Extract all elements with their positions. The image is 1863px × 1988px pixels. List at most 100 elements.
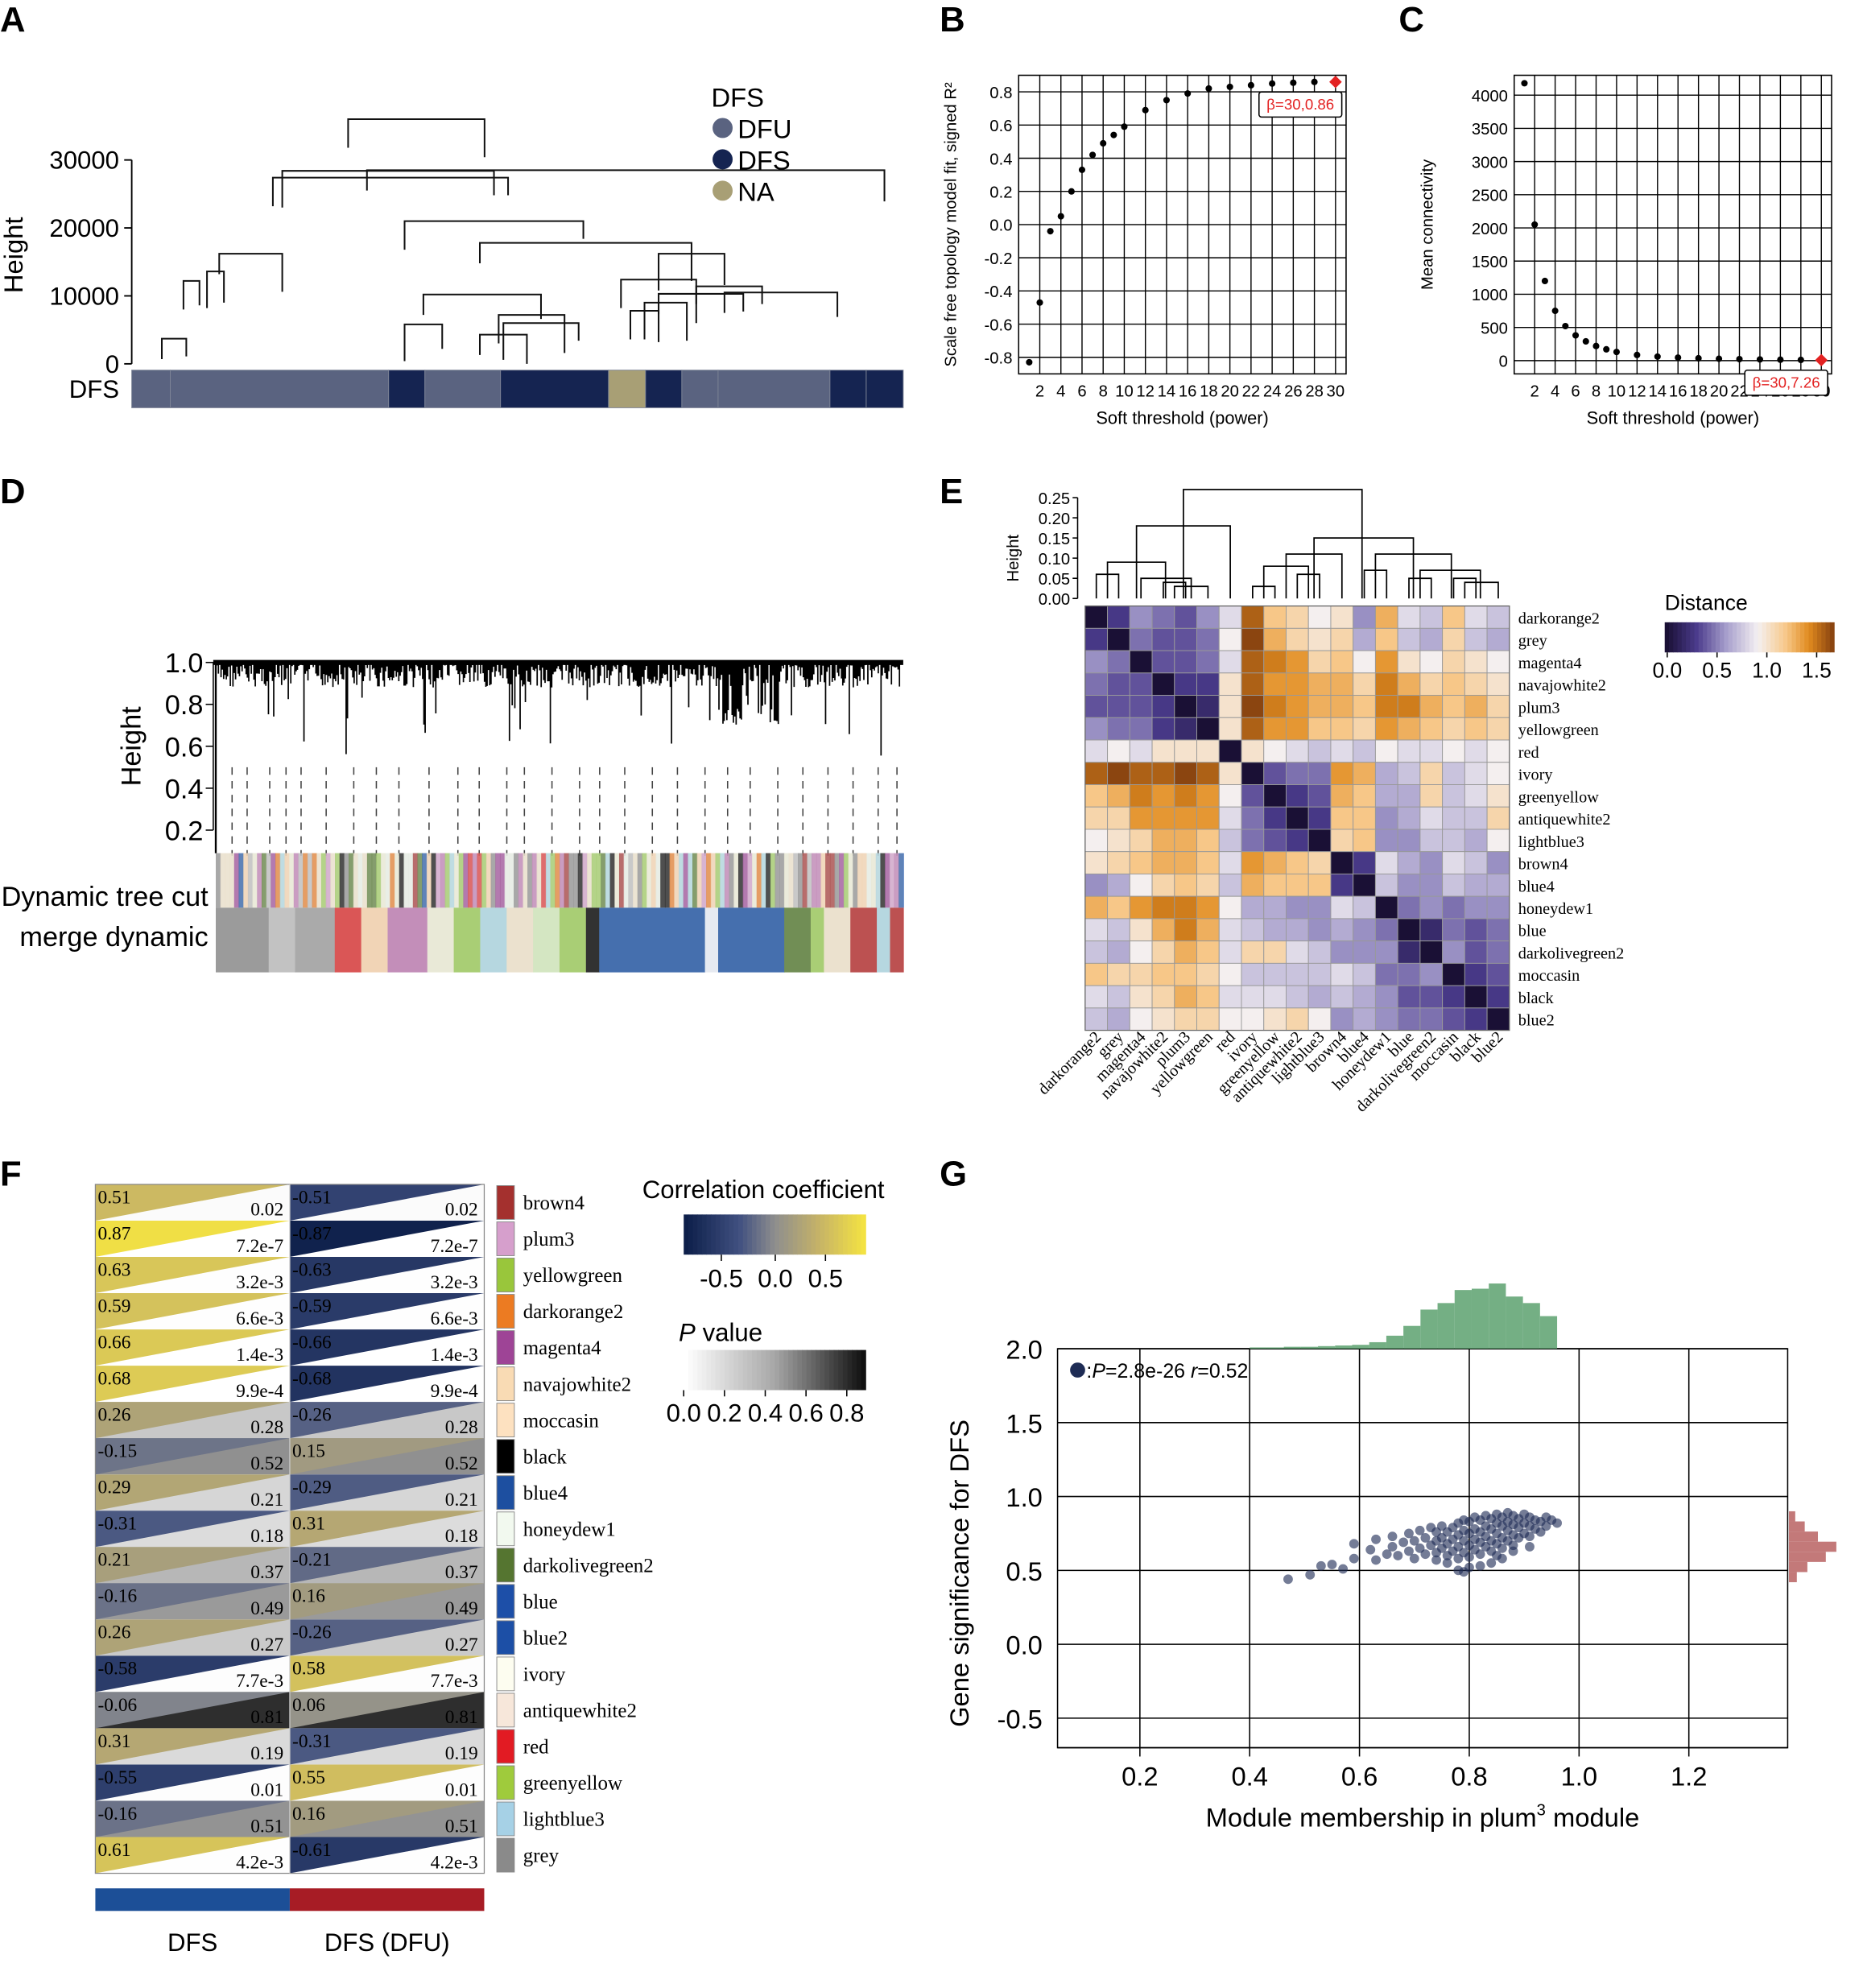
e-heatmap-cell [1263,650,1287,674]
f-p-gradient-step [811,1349,816,1391]
f-pvalue-text: 0.21 [445,1490,478,1511]
e-legend-gradient-step [1795,622,1801,653]
f-module-swatch [496,1656,515,1692]
d-merged-module-block [824,907,851,973]
e-heatmap-cell [1285,605,1309,629]
e-heatmap-cell [1419,650,1444,674]
a-legend-swatch [713,149,733,170]
e-heatmap-cell [1107,717,1130,741]
g-top-histogram-bar [1300,1346,1319,1349]
e-legend-gradient-step [1829,622,1835,653]
d-dynamic-cut-cell [587,853,593,908]
e-legend-tick-label: 0.5 [1702,658,1732,682]
d-merged-module-block [704,907,719,973]
d-dynamic-cut-cell [344,853,349,908]
f-p-gradient-step [838,1349,844,1391]
f-pvalue-text: 0.27 [445,1635,478,1655]
e-heatmap-cell [1374,784,1398,808]
e-heatmap-cell [1107,918,1130,942]
g-data-point [1525,1531,1535,1542]
e-heatmap-cell [1353,985,1376,1009]
d-dynamic-cut-cell [642,853,647,908]
x-tick-label: 20 [1710,382,1729,400]
e-heatmap-cell [1330,717,1354,741]
e-heatmap-cell [1218,739,1242,763]
e-heatmap-cell [1442,962,1465,986]
e-legend-gradient-step [1715,622,1720,653]
e-heatmap-cell [1263,829,1287,853]
e-heatmap-cell [1263,940,1287,964]
e-heatmap-cell [1374,739,1398,763]
e-heatmap-cell [1174,739,1197,763]
d-dynamic-cut-cell [495,853,501,908]
f-correlation-value: 0.55 [292,1767,325,1788]
f-module-swatch [496,1620,515,1655]
f-module-swatch [496,1692,515,1728]
d-row-label-dynamic: Dynamic tree cut [2,882,209,912]
e-heatmap-cell [1419,918,1444,942]
f-corr-gradient-step [751,1214,758,1255]
d-dynamic-cut-cell [463,853,469,908]
d-dynamic-cut-cell [289,853,295,908]
f-corr-gradient-step [701,1214,708,1255]
e-heatmap-cell [1107,739,1130,763]
e-dendrogram-link [1452,577,1477,599]
f-module-swatch [496,1837,515,1873]
f-corr-gradient-step [711,1214,717,1255]
f-p-gradient-step [828,1349,835,1391]
d-merged-module-block [387,907,428,973]
f-correlation-value: 0.26 [98,1622,131,1643]
e-heatmap-cell [1129,985,1153,1009]
e-heatmap-cell [1353,672,1376,696]
e-legend-gradient-step [1737,622,1742,653]
panel-e-eigengene-heatmap: darkorange2darkorange2greygreymagenta4ma… [1005,489,1835,1116]
g-legend-marker [1070,1362,1085,1378]
f-module-name: black [523,1446,568,1468]
e-heatmap-cell [1084,695,1109,718]
e-row-label: moccasin [1518,967,1580,985]
e-heatmap-cell [1218,695,1242,718]
d-dynamic-cut-cell [591,853,597,908]
e-heatmap-cell [1218,895,1242,920]
e-heatmap-cell [1419,605,1444,629]
f-module-name: magenta4 [523,1337,601,1359]
e-heatmap-cell [1307,605,1332,629]
e-heatmap-cell [1084,717,1109,741]
e-heatmap-cell [1196,895,1220,920]
a-dendrogram-link [658,292,745,315]
f-module-name: ivory [523,1664,566,1686]
e-legend-title: Distance [1665,590,1748,614]
a-bar-segment [608,370,646,408]
x-tick-label: 4 [1551,382,1559,400]
e-heatmap-cell [1084,627,1109,651]
e-heatmap-cell [1419,717,1444,741]
e-heatmap-cell [1442,873,1465,897]
e-heatmap-frame [1084,605,1510,1031]
f-p-tick-label: 0.6 [788,1399,823,1427]
e-heatmap-cell [1330,918,1354,942]
d-dynamic-cut-cell [701,853,707,908]
e-heatmap-cell [1129,695,1153,718]
e-heatmap-cell [1353,918,1376,942]
x-axis-label: Soft threshold (power) [1096,408,1268,428]
d-row-label-merged: merge dynamic [19,922,208,953]
a-bar-segment [717,370,831,408]
e-heatmap-cell [1129,895,1153,920]
e-heatmap-cell [1151,1007,1175,1031]
e-heatmap-cell [1419,784,1444,808]
f-p-gradient-step [792,1349,799,1391]
d-dynamic-cut-cell [623,853,630,908]
f-corr-gradient-step [715,1214,721,1255]
f-module-swatch [496,1584,515,1619]
d-dynamic-cut-cell [514,853,519,908]
g-data-point [1283,1574,1293,1585]
e-heatmap-cell [1263,851,1287,874]
f-pvalue-text: 0.27 [250,1635,283,1655]
d-dynamic-cut-cell [839,853,845,908]
e-heatmap-cell [1263,784,1287,808]
e-heatmap-cell [1330,806,1354,830]
f-corr-gradient-step [856,1214,862,1255]
a-legend-label: DFS [737,145,790,175]
data-point [1311,78,1318,85]
f-module-swatch [496,1765,515,1800]
